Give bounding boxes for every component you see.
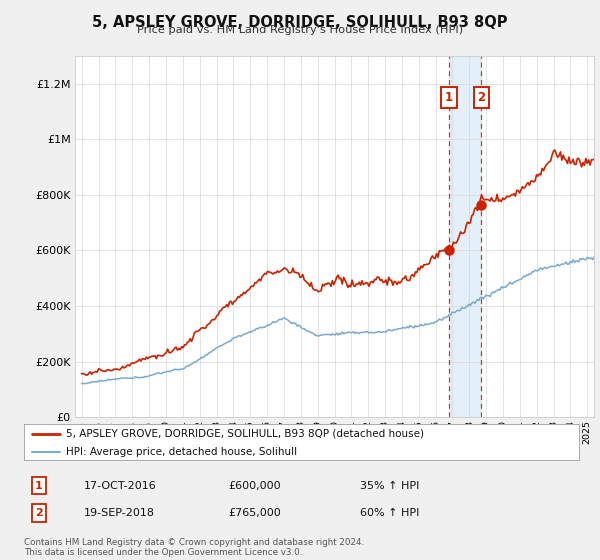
Bar (449, 56, 481, 417)
Text: 60% ↑ HPI: 60% ↑ HPI (360, 508, 419, 518)
Text: 1: 1 (35, 480, 43, 491)
Text: 19-SEP-2018: 19-SEP-2018 (84, 508, 155, 518)
Text: HPI: Average price, detached house, Solihull: HPI: Average price, detached house, Soli… (65, 447, 297, 458)
Text: 1: 1 (445, 91, 453, 104)
Text: 2: 2 (478, 91, 485, 104)
Text: 5, APSLEY GROVE, DORRIDGE, SOLIHULL, B93 8QP (detached house): 5, APSLEY GROVE, DORRIDGE, SOLIHULL, B93… (65, 429, 424, 438)
Text: 2: 2 (35, 508, 43, 518)
Text: Price paid vs. HM Land Registry's House Price Index (HPI): Price paid vs. HM Land Registry's House … (137, 25, 463, 35)
Text: 5, APSLEY GROVE, DORRIDGE, SOLIHULL, B93 8QP: 5, APSLEY GROVE, DORRIDGE, SOLIHULL, B93… (92, 15, 508, 30)
Text: Contains HM Land Registry data © Crown copyright and database right 2024.
This d: Contains HM Land Registry data © Crown c… (24, 538, 364, 557)
Text: £765,000: £765,000 (228, 508, 281, 518)
Text: 35% ↑ HPI: 35% ↑ HPI (360, 480, 419, 491)
Text: £600,000: £600,000 (228, 480, 281, 491)
Text: 17-OCT-2016: 17-OCT-2016 (84, 480, 157, 491)
